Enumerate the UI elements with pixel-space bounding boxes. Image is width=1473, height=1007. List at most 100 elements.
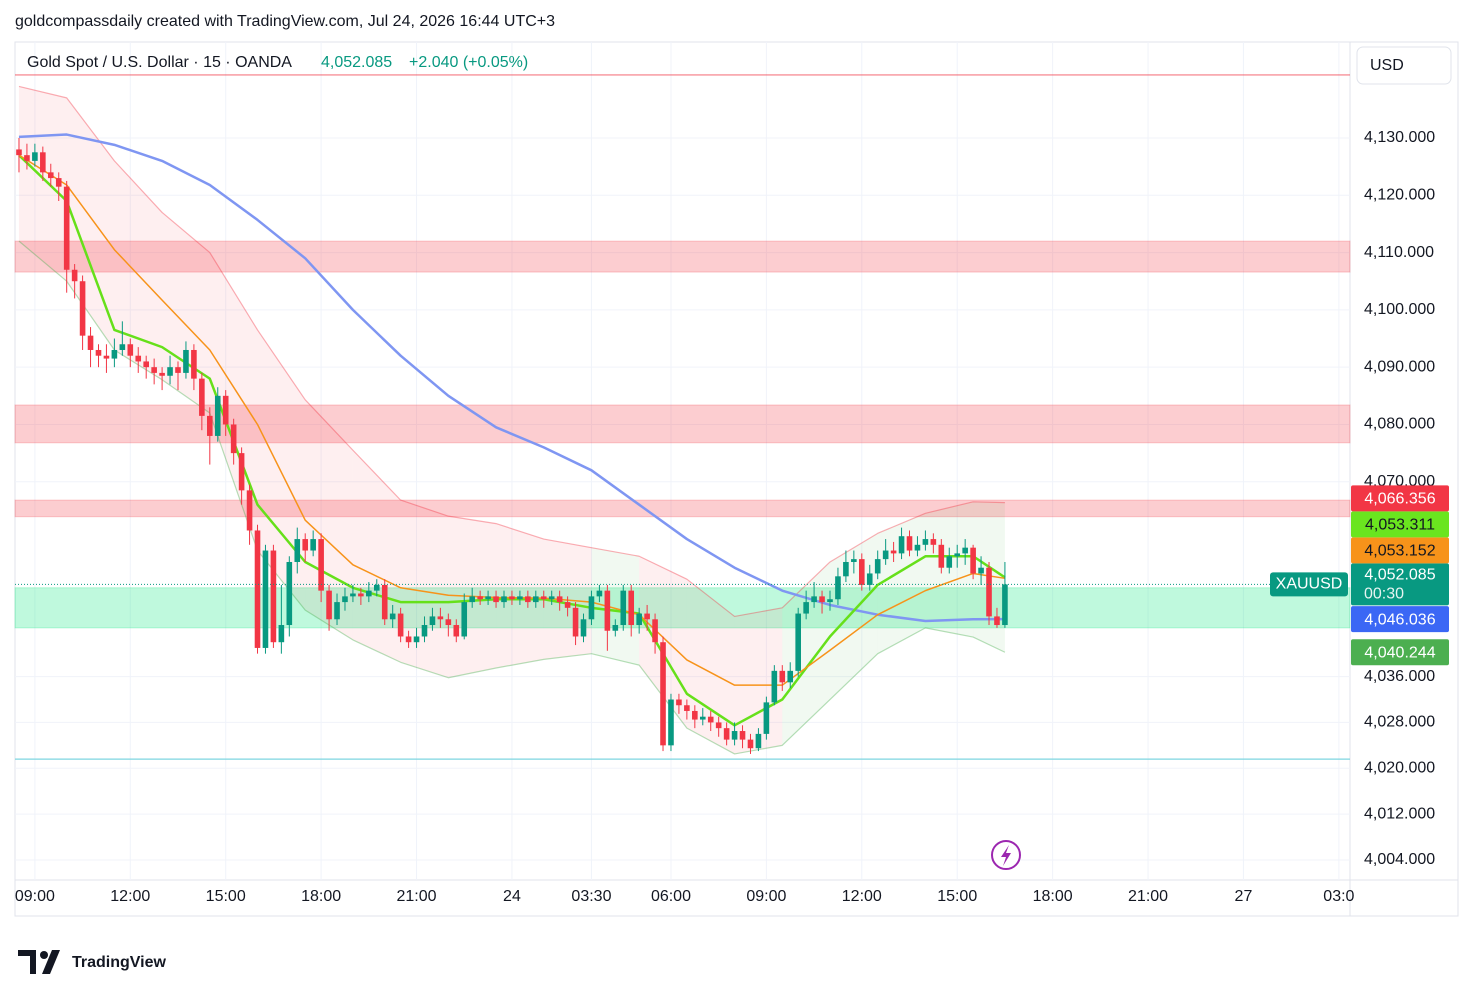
candle-body: [731, 731, 738, 740]
band-fill: [305, 399, 353, 640]
candle-body: [167, 367, 173, 376]
replay-icon[interactable]: [991, 840, 1021, 870]
candle-body: [843, 561, 849, 577]
candle-body: [851, 559, 857, 562]
candle-body: [95, 349, 102, 356]
x-tick-label: 21:00: [397, 888, 437, 905]
countdown: 00:30: [1364, 586, 1404, 603]
candle-body: [692, 710, 698, 720]
candle-body: [103, 355, 110, 359]
candle-body: [183, 349, 189, 373]
y-tick-label: 4,130.000: [1364, 129, 1435, 146]
candle-body: [246, 490, 253, 531]
candle-body: [469, 596, 475, 603]
candle-body: [890, 550, 897, 554]
candle-body: [866, 573, 873, 585]
candle-body: [898, 536, 905, 554]
band-fill: [782, 561, 830, 746]
zone: [14, 499, 1351, 518]
candle-body: [461, 602, 468, 637]
candle-body: [501, 596, 507, 603]
candle-body: [445, 619, 452, 626]
candle-body: [40, 152, 46, 173]
candle-body: [922, 539, 929, 545]
candle-body: [620, 590, 627, 626]
candle-body: [262, 550, 269, 648]
candle-body: [294, 539, 301, 562]
band-fill: [686, 579, 735, 754]
symbol-badge: [1270, 572, 1348, 597]
logo-part: [42, 950, 60, 974]
candle-body: [135, 355, 142, 362]
price-badge-label: 4,053.311: [1365, 517, 1435, 534]
candle-body: [326, 590, 332, 620]
y-tick-label: 4,028.000: [1364, 714, 1435, 731]
candle-body: [827, 599, 833, 603]
candle-body: [437, 616, 444, 620]
candle-body: [24, 155, 30, 161]
y-tick-label: 4,020.000: [1364, 759, 1435, 776]
last-price-badge: [1351, 563, 1449, 606]
zone: [14, 404, 1351, 444]
candle-body: [803, 602, 809, 614]
price-badge: [1351, 639, 1449, 666]
candle-body: [628, 590, 635, 626]
price-badge: [1351, 606, 1449, 633]
x-tick-label: 09:00: [746, 888, 786, 905]
candle-body: [16, 149, 22, 156]
candle-body: [604, 590, 611, 631]
candle-body: [230, 424, 237, 454]
candle-body: [270, 550, 277, 643]
band-fill: [162, 212, 210, 414]
candle-body: [787, 670, 794, 683]
chart-frame: [14, 41, 1459, 917]
candle-body: [668, 699, 674, 746]
candle-body: [986, 567, 992, 617]
band-fill: [257, 329, 306, 611]
candle-body: [214, 395, 221, 436]
zones: [14, 74, 1351, 760]
candle-body: [906, 536, 913, 551]
candle-body: [453, 625, 460, 637]
price-badge: [1351, 511, 1449, 538]
x-tick-label: 03:30: [571, 888, 611, 905]
band-fill: [352, 450, 401, 663]
candle-body: [946, 556, 953, 568]
candle-body: [334, 602, 340, 620]
candle-body: [318, 539, 324, 591]
band: [18, 85, 1006, 755]
y-tick-label: 4,100.000: [1364, 301, 1435, 318]
candle-body: [310, 539, 316, 551]
candle-body: [381, 584, 388, 620]
currency-box[interactable]: [1356, 46, 1452, 85]
x-tick-label: 15:00: [206, 888, 246, 905]
band-fill: [591, 547, 640, 666]
candle-body: [994, 616, 1000, 626]
candle-body: [373, 584, 380, 591]
x-tick-label: 21:00: [1128, 888, 1168, 905]
candle-body: [199, 378, 205, 416]
y-tick-label: 4,080.000: [1364, 416, 1435, 433]
candle-body: [517, 596, 523, 600]
candle-body: [914, 544, 921, 551]
y-tick-label: 4,036.000: [1364, 668, 1435, 685]
candle-body: [938, 544, 945, 568]
band-fill: [829, 533, 878, 700]
price-badge-label: 4,053.152: [1364, 543, 1435, 560]
candle-body: [55, 178, 62, 187]
x-tick-label: 12:00: [842, 888, 882, 905]
zone: [14, 240, 1351, 273]
candle-body: [771, 670, 778, 703]
candle-body: [795, 613, 801, 671]
candles: [16, 137, 1008, 754]
logo-part: [40, 951, 48, 959]
candle-body: [954, 553, 961, 557]
candle-body: [978, 567, 984, 574]
candle-body: [525, 596, 531, 603]
candle-body: [564, 602, 571, 608]
candle-body: [485, 596, 491, 600]
x-tick-label: 06:00: [651, 888, 691, 905]
candle-body: [151, 367, 157, 373]
icon-bolt: [1001, 845, 1011, 866]
candle-body: [660, 642, 666, 746]
